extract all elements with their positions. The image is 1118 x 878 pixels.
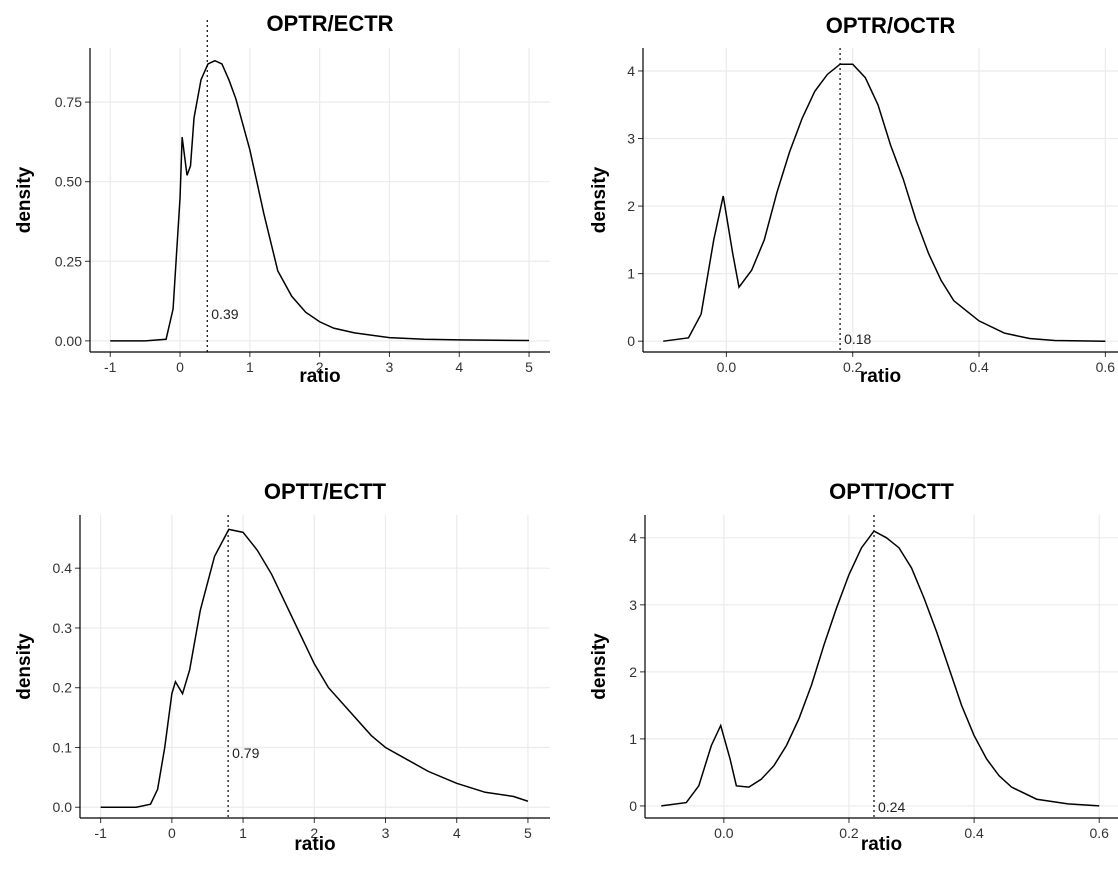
x-axis-title: ratio xyxy=(299,366,340,387)
x-tick-label: 0.4 xyxy=(969,359,989,375)
y-tick-label: 0.25 xyxy=(55,253,82,269)
x-axis-title: ratio xyxy=(294,834,335,855)
y-tick-label: 3 xyxy=(627,131,635,147)
panel: 0 1 2 3 4 0.0 0.2 0.4 0.6 0.24 OPTT/OCTT ratio densi… xyxy=(589,479,1118,855)
y-axis-title: density xyxy=(14,633,35,700)
x-tick-label: 0.0 xyxy=(714,825,734,841)
density-line xyxy=(100,528,529,808)
y-tick-label: 4 xyxy=(629,530,637,546)
x-tick-label: 1 xyxy=(246,359,254,375)
y-tick-label: 2 xyxy=(629,664,637,680)
panel: 0 1 2 3 4 0.0 0.2 0.4 0.6 0.18 OPTR/OCTR ratio densi… xyxy=(589,13,1118,387)
panel: 0.00 0.25 0.50 0.75 -1 0 1 2 3 4 5 0.39 OPTR/ECTR rat… xyxy=(14,11,550,387)
x-tick-label: 0.4 xyxy=(964,825,984,841)
x-tick-label: 3 xyxy=(386,359,394,375)
y-axis-title: density xyxy=(14,166,35,233)
panel: 0.0 0.1 0.2 0.3 0.4 -1 0 1 2 3 4 5 0.79 OPTT/ECTT rati… xyxy=(14,479,550,855)
y-tick-label: 4 xyxy=(627,63,635,79)
median-label: 0.79 xyxy=(232,745,259,761)
y-tick-label: 0.00 xyxy=(55,333,82,349)
y-tick-label: 2 xyxy=(627,198,635,214)
x-tick-label: 1 xyxy=(239,825,247,841)
y-tick-label: 1 xyxy=(629,731,637,747)
median-label: 0.18 xyxy=(844,331,871,347)
y-axis-title: density xyxy=(589,166,610,233)
x-axis-title: ratio xyxy=(860,366,901,387)
density-line xyxy=(663,63,1106,342)
x-tick-label: 0 xyxy=(168,825,176,841)
y-tick-label: 0.75 xyxy=(55,94,82,110)
y-tick-label: 0.1 xyxy=(53,739,73,755)
median-label: 0.39 xyxy=(211,306,238,322)
chart-title: OPTR/ECTR xyxy=(266,11,393,36)
chart-title: OPTT/ECTT xyxy=(264,479,387,504)
y-tick-label: 1 xyxy=(627,266,635,282)
x-tick-label: 0.6 xyxy=(1096,359,1116,375)
x-tick-label: 4 xyxy=(453,825,461,841)
y-tick-label: 0.3 xyxy=(53,620,73,636)
y-tick-label: 0.2 xyxy=(53,680,73,696)
x-tick-label: -1 xyxy=(94,825,107,841)
x-tick-label: 3 xyxy=(382,825,390,841)
y-tick-label: 0.50 xyxy=(55,174,82,190)
x-tick-label: 0.2 xyxy=(839,825,859,841)
x-tick-label: 4 xyxy=(455,359,463,375)
chart-title: OPTR/OCTR xyxy=(826,13,956,38)
y-tick-label: 0.4 xyxy=(53,560,73,576)
x-tick-label: 2 xyxy=(310,825,318,841)
density-line xyxy=(110,59,530,342)
y-tick-label: 0.0 xyxy=(53,799,73,815)
y-tick-label: 0 xyxy=(627,333,635,349)
x-tick-label: -1 xyxy=(104,359,117,375)
y-axis-title: density xyxy=(589,633,610,700)
y-tick-label: 3 xyxy=(629,597,637,613)
chart-title: OPTT/OCTT xyxy=(829,479,954,504)
x-tick-label: 5 xyxy=(524,825,532,841)
x-tick-label: 5 xyxy=(525,359,533,375)
x-tick-label: 0 xyxy=(176,359,184,375)
density-line xyxy=(661,530,1100,807)
x-tick-label: 2 xyxy=(316,359,324,375)
median-label: 0.24 xyxy=(878,799,905,815)
y-tick-label: 0 xyxy=(629,798,637,814)
x-tick-label: 0.0 xyxy=(717,359,737,375)
x-tick-label: 0.6 xyxy=(1089,825,1109,841)
x-tick-label: 0.2 xyxy=(843,359,863,375)
x-axis-title: ratio xyxy=(861,834,902,855)
